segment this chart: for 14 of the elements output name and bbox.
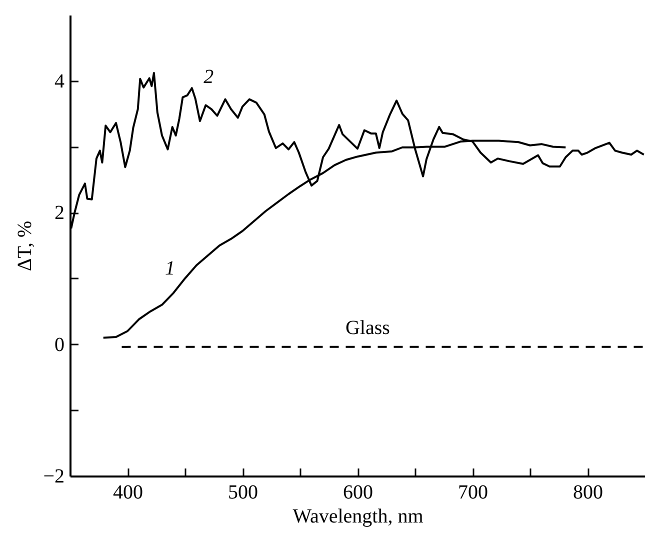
- y-tick-label: −2: [43, 466, 64, 488]
- y-tick-label: 4: [54, 70, 64, 92]
- x-tick-label: 500: [228, 482, 258, 504]
- y-tick-label: 2: [54, 202, 64, 224]
- series-label: 2: [204, 66, 214, 88]
- series-label: 1: [164, 257, 175, 280]
- x-tick-label: 400: [113, 482, 143, 504]
- x-axis-title: Wavelength, nm: [292, 506, 424, 528]
- y-tick-label: 0: [54, 334, 64, 356]
- x-tick-label: 800: [573, 482, 603, 504]
- series-label: Glass: [345, 316, 390, 339]
- x-tick-label: 700: [458, 482, 488, 504]
- y-axis-title: ΔT, %: [14, 220, 36, 272]
- x-tick-label: 600: [343, 482, 373, 504]
